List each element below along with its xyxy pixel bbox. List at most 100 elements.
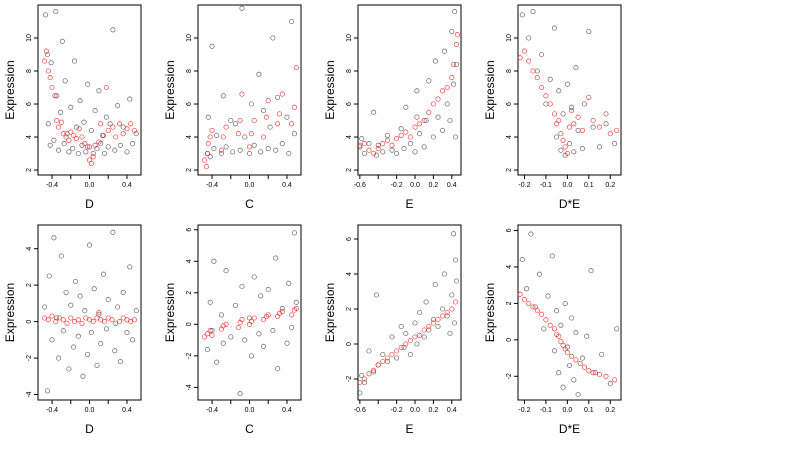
x-tick-label: 0.0 <box>562 182 572 189</box>
data-point-black <box>211 146 217 152</box>
data-point-red <box>398 132 404 138</box>
data-point-black <box>547 76 553 82</box>
x-tick-label: 0.2 <box>605 407 615 414</box>
data-point-black <box>248 101 254 107</box>
data-point-black <box>571 149 577 155</box>
data-point-red <box>110 124 116 130</box>
y-tick-label: 4 <box>26 247 33 251</box>
x-axis-label: C <box>245 197 254 211</box>
data-point-red <box>564 150 570 157</box>
data-point-red <box>79 134 85 140</box>
data-point-black <box>46 273 52 279</box>
plot-frame <box>197 4 302 176</box>
data-point-black <box>284 340 290 346</box>
data-point-red <box>412 124 418 130</box>
data-point-red <box>289 312 295 318</box>
data-point-black <box>88 127 94 133</box>
x-tick-label: -0.6 <box>354 407 366 414</box>
data-point-red <box>426 323 432 330</box>
y-tick-label: 8 <box>186 69 193 73</box>
data-point-red <box>612 377 618 383</box>
data-point-red <box>581 364 588 370</box>
y-axis-label: Expression <box>163 283 177 342</box>
panel-3: -0.6 -0.2 0.0 0.2 0.4 2 4 6 8 10 E Expression <box>323 4 462 211</box>
data-point-red <box>558 131 564 137</box>
data-point-black <box>91 286 97 292</box>
data-point-black <box>101 150 108 157</box>
data-point-red <box>551 326 558 332</box>
y-tick-label: 2 <box>346 307 353 311</box>
data-point-red <box>279 309 285 315</box>
data-point-red <box>54 117 60 124</box>
data-point-black <box>82 308 88 314</box>
data-point-black <box>112 348 118 354</box>
data-point-black <box>291 230 297 236</box>
data-point-red <box>42 58 48 64</box>
data-point-black <box>279 141 285 147</box>
data-point-black <box>423 299 429 305</box>
data-point-black <box>371 109 377 115</box>
data-point-red <box>357 142 363 148</box>
x-tick-label: -0.2 <box>391 182 403 189</box>
data-point-black <box>85 81 91 87</box>
data-point-black <box>449 28 455 34</box>
data-point-red <box>361 141 367 147</box>
data-point-black <box>107 121 113 127</box>
plot-frame <box>357 4 462 176</box>
data-point-black <box>541 326 547 332</box>
data-point-black <box>530 9 536 15</box>
data-point-black <box>260 108 267 114</box>
data-point-red <box>603 373 609 379</box>
data-point-red <box>90 319 96 325</box>
data-point-black <box>232 302 239 308</box>
x-axis-label: C <box>245 422 254 436</box>
data-point-red <box>68 315 74 321</box>
data-point-red <box>45 68 51 74</box>
data-point-black <box>94 146 100 152</box>
data-point-red <box>103 84 109 91</box>
data-point-red <box>96 309 102 316</box>
data-point-black <box>452 134 459 140</box>
data-point-black <box>403 104 409 110</box>
x-tick-label: 0.0 <box>410 407 420 414</box>
data-point-black <box>228 117 234 124</box>
data-point-black <box>230 149 236 155</box>
y-axis-label: Expression <box>483 283 497 342</box>
plot-frame <box>517 224 622 401</box>
data-point-black <box>265 287 271 293</box>
data-point-black <box>44 51 50 58</box>
data-point-red <box>235 131 241 137</box>
data-point-black <box>423 117 429 124</box>
data-point-black <box>603 121 609 127</box>
data-point-red <box>237 117 243 124</box>
data-point-red <box>560 342 566 348</box>
x-tick-label: 0.0 <box>410 182 420 189</box>
data-point-red <box>73 136 79 142</box>
data-point-black <box>579 355 585 361</box>
data-point-red <box>444 84 450 91</box>
y-tick-label: -2 <box>26 355 33 361</box>
data-point-red <box>380 358 386 365</box>
data-point-black <box>103 326 109 332</box>
data-point-black <box>558 322 564 328</box>
data-point-black <box>414 341 420 347</box>
data-point-red <box>586 94 592 100</box>
x-tick-label: 0.0 <box>245 407 255 414</box>
x-tick-label: 0.2 <box>429 182 439 189</box>
data-point-red <box>371 367 377 373</box>
data-point-red <box>96 139 102 145</box>
data-point-black <box>218 312 224 318</box>
data-point-black <box>57 109 64 115</box>
data-point-black <box>47 142 53 148</box>
data-point-red <box>220 323 226 329</box>
data-point-black <box>42 12 49 18</box>
data-point-red <box>220 134 226 140</box>
data-point-red <box>63 134 69 140</box>
data-point-red <box>116 121 123 127</box>
data-point-red <box>366 147 372 153</box>
data-point-red <box>265 98 271 104</box>
data-point-black <box>575 391 581 398</box>
data-point-red <box>279 91 285 97</box>
data-point-red <box>521 297 527 303</box>
